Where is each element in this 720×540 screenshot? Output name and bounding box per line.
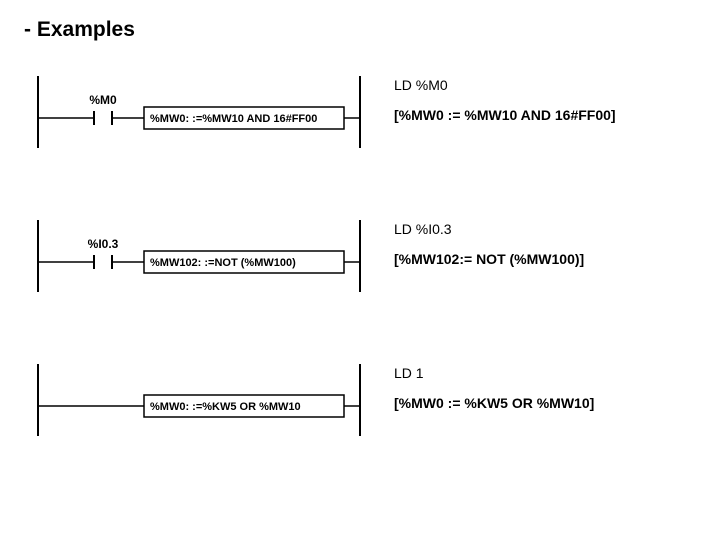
- ladder-diagram: %MW0: :=%KW5 OR %MW10: [34, 358, 364, 468]
- operation-box-label: %MW0: :=%KW5 OR %MW10: [150, 401, 301, 413]
- code-listing: LD 1 [%MW0 := %KW5 OR %MW10]: [394, 364, 594, 412]
- ladder-diagram: %M0 %MW0: :=%MW10 AND 16#FF00: [34, 70, 364, 180]
- code-line: LD %I0.3: [394, 220, 584, 238]
- code-line: LD %M0: [394, 76, 616, 94]
- example-row: %M0 %MW0: :=%MW10 AND 16#FF00 LD %M0 [%MW0 …: [24, 70, 696, 180]
- code-line: [%MW0 := %MW10 AND 16#FF00]: [394, 106, 616, 124]
- code-listing: LD %I0.3 [%MW102:= NOT (%MW100)]: [394, 220, 584, 268]
- example-row: %MW0: :=%KW5 OR %MW10 LD 1 [%MW0 := %KW5 O…: [24, 358, 696, 468]
- operation-box-label: %MW102: :=NOT (%MW100): [150, 257, 296, 269]
- code-listing: LD %M0 [%MW0 := %MW10 AND 16#FF00]: [394, 76, 616, 124]
- example-row: %I0.3 %MW102: :=NOT (%MW100) LD %I0.3 [%MW1…: [24, 214, 696, 324]
- page-title: - Examples: [24, 18, 696, 42]
- code-line: [%MW0 := %KW5 OR %MW10]: [394, 394, 594, 412]
- contact-label: %M0: [89, 93, 117, 107]
- ladder-diagram: %I0.3 %MW102: :=NOT (%MW100): [34, 214, 364, 324]
- code-line: [%MW102:= NOT (%MW100)]: [394, 250, 584, 268]
- operation-box-label: %MW0: :=%MW10 AND 16#FF00: [150, 113, 317, 125]
- contact-label: %I0.3: [88, 237, 119, 251]
- code-line: LD 1: [394, 364, 594, 382]
- examples-container: %M0 %MW0: :=%MW10 AND 16#FF00 LD %M0 [%MW0 …: [24, 70, 696, 468]
